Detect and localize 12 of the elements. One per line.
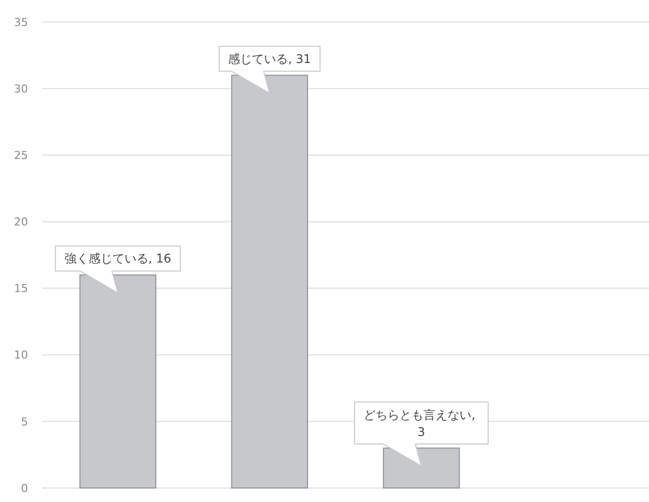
bar (382, 448, 460, 488)
y-tick-label: 5 (21, 415, 28, 428)
data-label: 強く感じている, 16 (64, 252, 172, 266)
y-tick-label: 15 (14, 282, 28, 296)
y-tick-label: 35 (14, 16, 28, 29)
y-tick-label: 25 (14, 148, 28, 162)
y-tick-label: 20 (14, 216, 28, 229)
y-tick-label: 0 (21, 482, 28, 495)
data-label: 感じている, 31 (228, 52, 312, 66)
y-tick-label: 30 (14, 82, 28, 96)
y-tick-label: 10 (14, 348, 28, 362)
data-label: どちらとも言えない, 3 (364, 408, 480, 439)
